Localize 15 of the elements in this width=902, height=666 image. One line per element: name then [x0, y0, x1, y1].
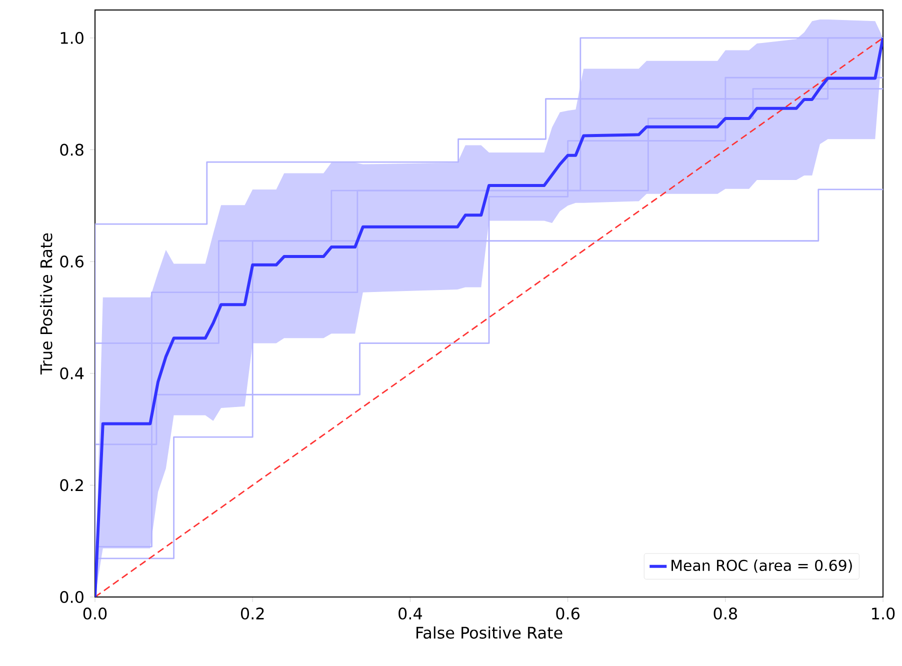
x-tick-label: 0.4	[398, 608, 422, 620]
y-tick-label: 0.6	[60, 256, 84, 268]
y-tick-label: 0.0	[60, 590, 84, 604]
x-tick-label: 0.0	[83, 608, 107, 620]
y-tick-label: 0.2	[60, 479, 83, 492]
x-tick-label: 0.6	[556, 608, 580, 620]
x-axis-title: False Positive Rate	[416, 626, 562, 639]
y-axis-title: True Positive Rate	[40, 233, 52, 375]
x-tick-label: 0.8	[714, 608, 737, 620]
x-tick-label: 1.0	[872, 608, 895, 620]
x-tick-label: 0.2	[240, 608, 264, 620]
legend-label: Mean ROC (area = 0.69)	[672, 559, 852, 573]
y-tick-label: 0.4	[60, 367, 84, 380]
y-tick-label: 0.8	[60, 144, 84, 156]
y-tick-label: 1.0	[60, 32, 84, 44]
